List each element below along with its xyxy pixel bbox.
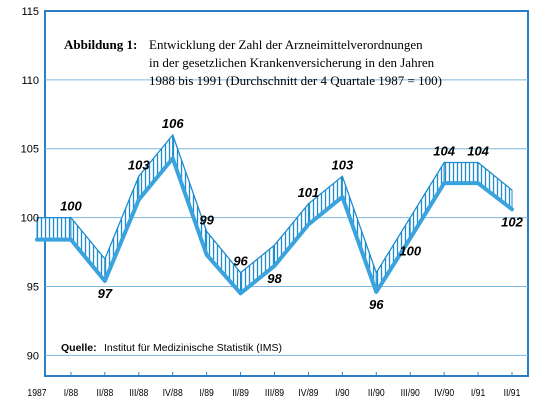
x-tick-label: II/90: [368, 387, 385, 399]
data-label: 96: [233, 254, 248, 269]
x-tick-label: I/90: [335, 387, 349, 399]
x-tick-label: II/89: [232, 387, 249, 399]
chart-title: Abbildung 1: Entwicklung der Zahl der Ar…: [64, 37, 442, 88]
y-tick-label: 100: [21, 213, 39, 225]
x-tick-label: IV/89: [298, 387, 318, 399]
plot-frame: [44, 10, 529, 377]
x-tick-label: I/91: [471, 387, 485, 399]
title-line-2: in der gesetzlichen Krankenversicherung …: [149, 55, 435, 70]
y-tick-label: 90: [27, 350, 39, 362]
x-tick-label: III/90: [401, 387, 420, 399]
data-label: 100: [399, 243, 421, 258]
y-tick-label: 110: [21, 75, 39, 87]
source-label: Quelle:: [61, 342, 97, 354]
series-line-lower: [35, 156, 514, 296]
data-label: 100: [60, 199, 82, 214]
x-tick-label: III/88: [129, 387, 148, 399]
band-segment: [36, 217, 72, 241]
data-label: 106: [162, 116, 184, 131]
data-label: 103: [128, 157, 150, 172]
y-tick-labels: 90 95 100 105 110 115: [21, 6, 39, 362]
data-label: 96: [369, 297, 384, 312]
band-segment: [443, 162, 479, 184]
data-label: 104: [433, 144, 455, 159]
source-text: Institut für Medizinische Statistik (IMS…: [104, 342, 282, 354]
x-tick-marks: [70, 372, 513, 376]
data-label: 104: [467, 144, 489, 159]
x-tick-labels: 1987 I/88 II/88 III/88 IV/88 I/89 II/89 III/89 I…: [27, 387, 520, 399]
data-label: 102: [501, 214, 523, 229]
data-labels: 100 97 103 106 99 96 98 101 103 96 100 104 104 102: [60, 116, 524, 312]
title-line-3: 1988 bis 1991 (Durchschnitt der 4 Quarta…: [149, 73, 442, 88]
x-tick-label: I/88: [64, 387, 78, 399]
y-tick-label: 115: [21, 6, 39, 18]
x-tick-label: 1987: [27, 387, 46, 399]
x-tick-label: I/89: [199, 387, 213, 399]
data-label: 98: [267, 271, 282, 286]
source-note: Quelle: Institut für Medizinische Statis…: [61, 342, 282, 354]
data-label: 99: [199, 212, 214, 227]
title-line-1: Entwicklung der Zahl der Arzneimittelver…: [149, 37, 423, 52]
x-tick-label: IV/90: [434, 387, 454, 399]
y-tick-label: 105: [21, 144, 39, 156]
series-lines: [35, 134, 514, 296]
x-tick-label: III/89: [265, 387, 284, 399]
data-label: 101: [298, 185, 320, 200]
series-line-upper: [37, 134, 513, 274]
x-tick-label: II/88: [96, 387, 113, 399]
x-tick-label: IV/88: [163, 387, 183, 399]
y-tick-label: 95: [27, 281, 39, 293]
data-label: 97: [98, 286, 113, 301]
title-label: Abbildung 1:: [64, 37, 137, 52]
data-label: 103: [332, 157, 354, 172]
x-tick-label: II/91: [504, 387, 521, 399]
